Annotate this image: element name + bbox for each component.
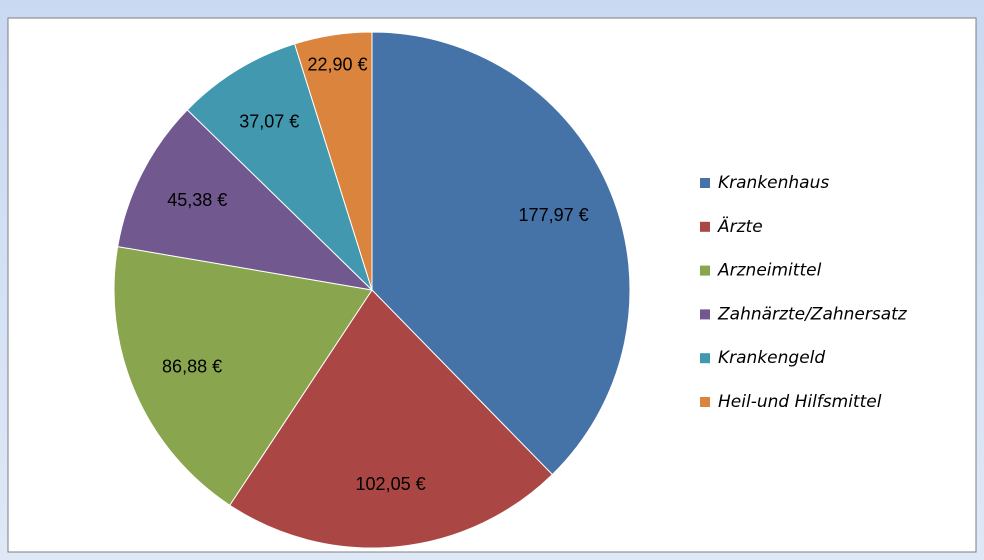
pie-slice	[371, 31, 631, 476]
legend-label: Ärzte	[717, 216, 763, 237]
pie-slice	[113, 245, 373, 506]
legend-swatch	[700, 353, 710, 364]
pie-slice	[186, 43, 373, 291]
pie-slice	[229, 289, 554, 549]
legend-label: Zahnärzte/Zahnersatz	[717, 304, 908, 324]
pie-slice	[117, 109, 374, 291]
data-label: 102,05 €	[356, 474, 426, 494]
legend-swatch	[700, 309, 710, 320]
legend-swatch	[700, 178, 710, 188]
legend-label: Krankenhaus	[718, 173, 829, 193]
data-label: 86,88 €	[162, 357, 222, 377]
legend-label: Heil-und Hilfsmittel	[718, 392, 882, 412]
legend-label: Arzneimittel	[717, 261, 822, 281]
data-label: 177,97 €	[519, 205, 589, 225]
pie-slice	[293, 31, 373, 291]
data-label: 37,07 €	[239, 112, 299, 132]
data-label: 22,90 €	[308, 54, 368, 74]
legend-swatch	[700, 397, 710, 407]
legend-swatch	[700, 265, 710, 276]
data-label: 45,38 €	[167, 190, 227, 210]
legend-label: Krankengeld	[718, 348, 825, 368]
legend-swatch	[700, 221, 710, 232]
